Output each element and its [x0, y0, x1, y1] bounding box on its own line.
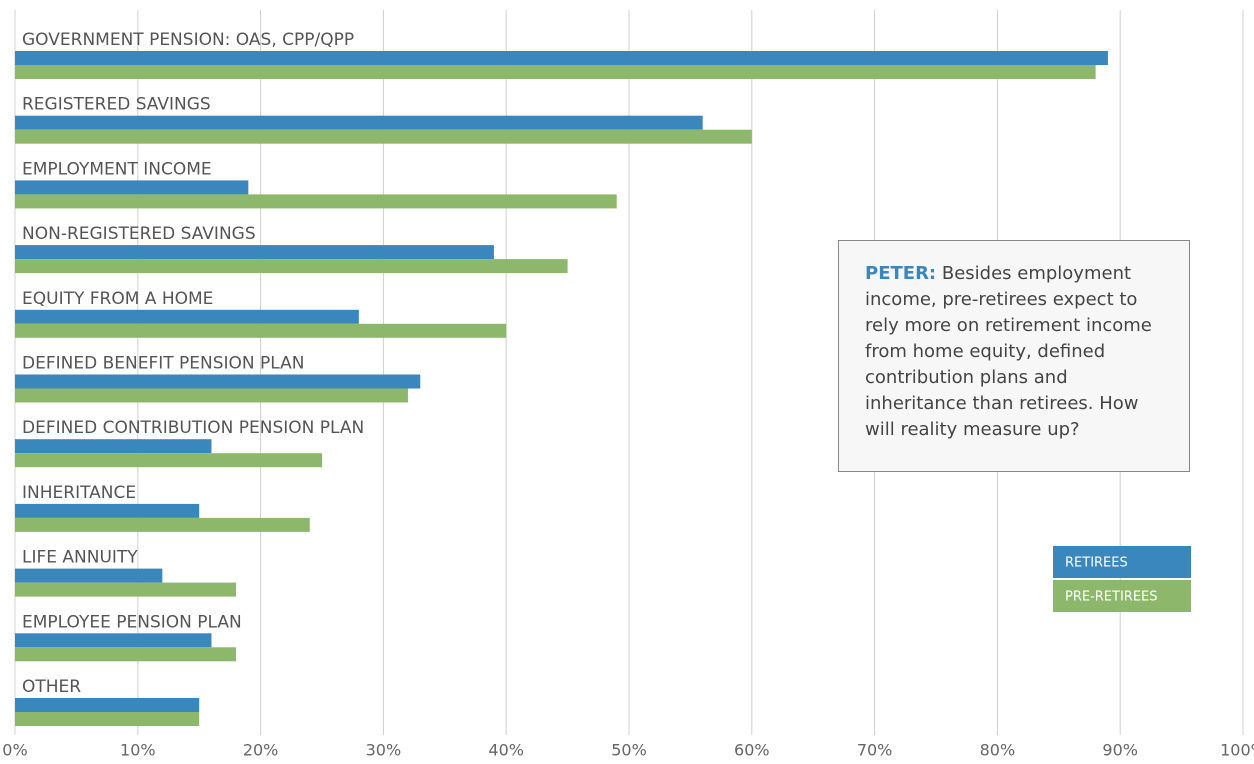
bar	[15, 647, 237, 662]
bar	[15, 374, 421, 389]
category-label: DEFINED CONTRIBUTION PENSION PLAN	[22, 418, 364, 438]
x-tick-label: 0%	[2, 741, 27, 760]
bar	[15, 129, 752, 144]
category-label: EQUITY FROM A HOME	[22, 289, 213, 309]
x-tick-label: 100%	[1220, 741, 1254, 760]
legend-swatch	[1053, 580, 1191, 612]
bar	[15, 712, 200, 726]
bar	[15, 259, 568, 274]
callout: PETER: Besides employment income, pre-re…	[838, 240, 1190, 472]
category-label: EMPLOYMENT INCOME	[22, 159, 212, 179]
category-label: INHERITANCE	[22, 483, 136, 503]
bar	[15, 503, 200, 518]
category-label: NON-REGISTERED SAVINGS	[22, 224, 256, 244]
bar	[15, 323, 507, 338]
bar	[15, 698, 200, 712]
category-label: REGISTERED SAVINGS	[22, 95, 211, 115]
x-tick-label: 80%	[980, 741, 1016, 760]
bar	[15, 568, 163, 583]
bar	[15, 439, 212, 454]
bar	[15, 582, 237, 597]
legend-swatch	[1053, 546, 1191, 578]
bar	[15, 115, 703, 130]
legend-label: RETIREES	[1065, 556, 1128, 571]
callout-speaker: PETER:	[865, 263, 937, 284]
x-tick-label: 20%	[243, 741, 279, 760]
bar	[15, 194, 617, 209]
x-tick-label: 60%	[734, 741, 770, 760]
x-tick-label: 40%	[488, 741, 524, 760]
x-tick-label: 70%	[857, 741, 893, 760]
category-label: EMPLOYEE PENSION PLAN	[22, 612, 242, 632]
bar	[15, 453, 322, 468]
bar	[15, 388, 408, 403]
x-tick-label: 90%	[1102, 741, 1138, 760]
category-label: LIFE ANNUITY	[22, 548, 138, 568]
x-tick-label: 50%	[611, 741, 647, 760]
legend-label: PRE-RETIREES	[1065, 590, 1158, 605]
category-label: OTHER	[22, 677, 81, 697]
bar	[15, 633, 212, 648]
bar	[15, 517, 310, 532]
x-tick-label: 30%	[366, 741, 402, 760]
callout-text: Besides employment income, pre-retirees …	[865, 263, 1152, 440]
bar	[15, 245, 494, 260]
x-tick-label: 10%	[120, 741, 156, 760]
bar	[15, 180, 249, 195]
bar	[15, 309, 359, 324]
bar	[15, 65, 1096, 79]
category-label: DEFINED BENEFIT PENSION PLAN	[22, 354, 305, 374]
bar	[15, 51, 1108, 65]
category-label: GOVERNMENT PENSION: OAS, CPP/QPP	[22, 30, 354, 50]
